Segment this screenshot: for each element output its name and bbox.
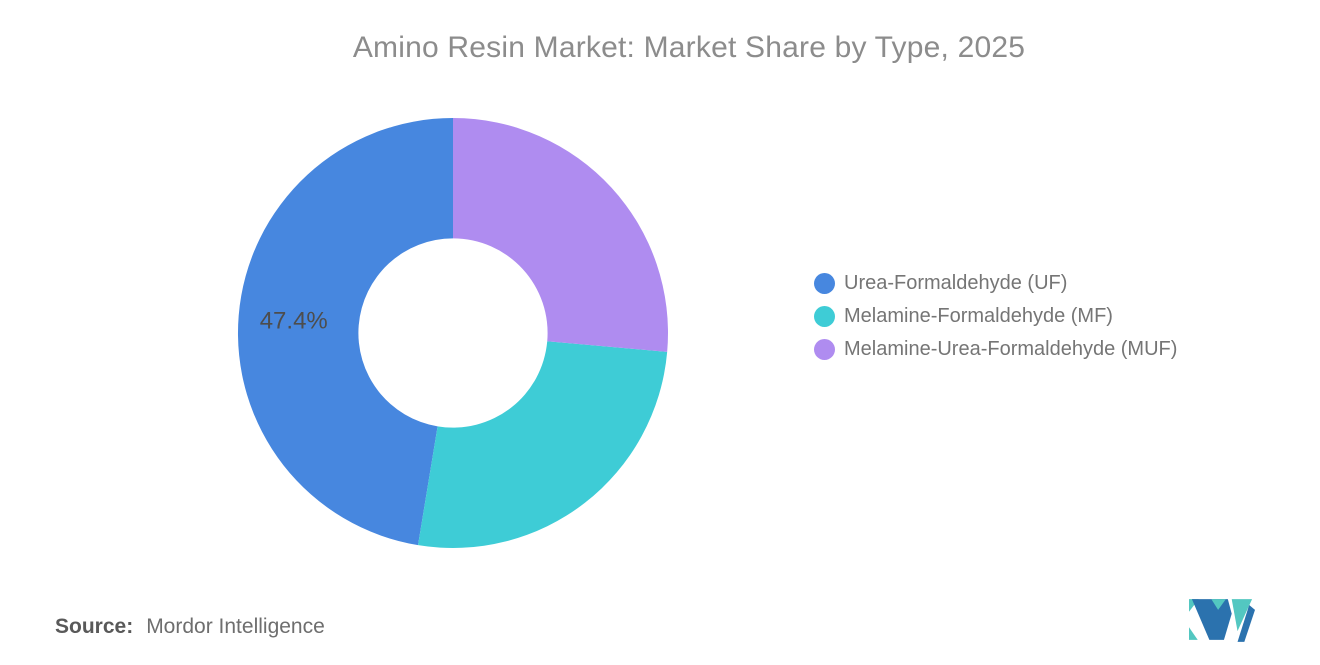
legend-label: Melamine-Formaldehyde (MF)	[844, 305, 1113, 327]
donut-slice-2[interactable]	[418, 341, 668, 549]
slice-data-label: 47.4%	[260, 307, 328, 334]
logo-shape-teal-notch	[1211, 599, 1226, 610]
logo-shape-blue-m	[1191, 599, 1232, 640]
legend-label: Melamine-Urea-Formaldehyde (MUF)	[844, 338, 1178, 360]
legend-item-2[interactable]: Melamine-Formaldehyde (MF)	[814, 305, 1177, 327]
legend-swatch-icon	[814, 339, 835, 360]
source-line: Source: Mordor Intelligence	[55, 615, 325, 639]
mordor-intelligence-logo	[1189, 599, 1255, 642]
source-text: Mordor Intelligence	[146, 615, 325, 638]
chart-title: Amino Resin Market: Market Share by Type…	[352, 31, 1026, 64]
logo-shape-teal-top-left	[1189, 599, 1199, 612]
legend-item-1[interactable]: Urea-Formaldehyde (UF)	[814, 272, 1177, 294]
chart-legend: Urea-Formaldehyde (UF) Melamine-Formaldeh…	[814, 272, 1178, 372]
donut-slice-1[interactable]	[237, 118, 453, 546]
logo-shape-teal-bottom-left	[1189, 627, 1198, 640]
legend-item-3[interactable]: Melamine-Urea-Formaldehyde (MUF)	[814, 338, 1178, 360]
logo-shape-teal-right	[1231, 599, 1253, 632]
legend-swatch-icon	[814, 306, 835, 327]
source-label: Source:	[55, 615, 134, 638]
donut-chart: 47.4%	[237, 118, 669, 549]
legend-label: Urea-Formaldehyde (UF)	[844, 272, 1068, 294]
logo-shape-blue-bar	[1237, 604, 1255, 642]
donut-slice-3[interactable]	[453, 118, 669, 352]
legend-swatch-icon	[814, 273, 835, 294]
